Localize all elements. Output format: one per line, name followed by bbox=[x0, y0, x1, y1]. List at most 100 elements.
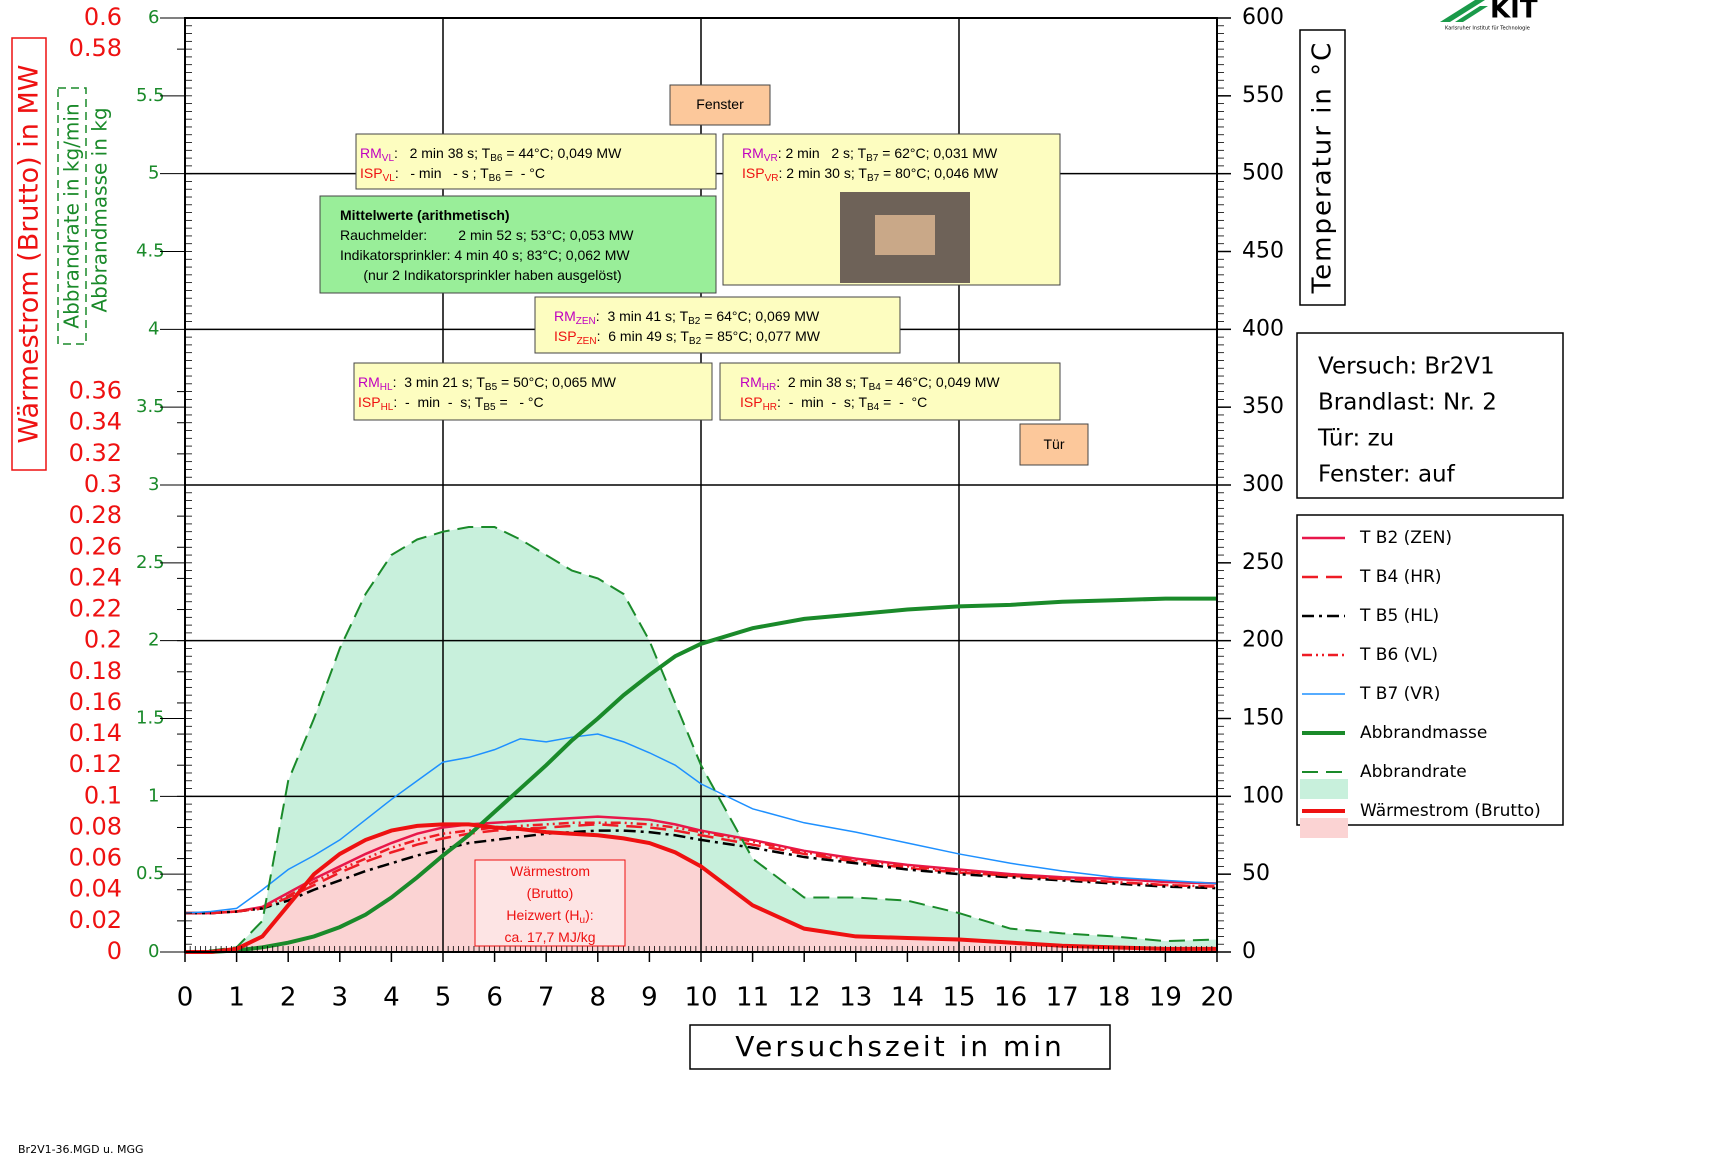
annotation-part: Rauchmelder: 2 min 52 s; 53°C; 0,053 MW bbox=[340, 227, 634, 243]
annotation-text: Mittelwerte (arithmetisch) bbox=[340, 207, 510, 223]
logo-mark bbox=[1455, 6, 1488, 22]
annotation-part: VR bbox=[765, 173, 779, 184]
legend-label: Abbrandrate bbox=[1360, 762, 1467, 782]
y-tick-label: 150 bbox=[1242, 706, 1284, 731]
x-tick-label: 0 bbox=[177, 983, 194, 1013]
annotation-text: ISPZEN: 6 min 49 s; TB2 = 85°C; 0,077 MW bbox=[554, 328, 821, 347]
legend-label: T B7 (VR) bbox=[1359, 684, 1440, 704]
annotation-text: ISPVL: - min - s ; TB6 = - °C bbox=[360, 165, 545, 184]
y3-tick-label: 5.5 bbox=[136, 85, 165, 106]
y-tick-label: 50 bbox=[1242, 861, 1270, 886]
info-text: Tür: zu bbox=[1317, 426, 1394, 452]
annotation-text: RMHL: 3 min 21 s; TB5 = 50°C; 0,065 MW bbox=[358, 374, 617, 393]
y-tick-label: 300 bbox=[1242, 472, 1284, 497]
y3-tick-label: 0.5 bbox=[136, 863, 165, 884]
logo: KIT bbox=[1490, 0, 1538, 25]
x-tick-label: 5 bbox=[435, 983, 452, 1013]
logo-subtitle: Karlsruher Institut für Technologie bbox=[1445, 26, 1530, 32]
y2-tick-label: 0 bbox=[107, 937, 122, 965]
y-tick-label: 550 bbox=[1242, 83, 1284, 108]
annotation-part: B7 bbox=[867, 173, 880, 184]
x-tick-label: 13 bbox=[839, 983, 872, 1013]
footer: Br2V1-36.MGD u. MGG bbox=[18, 1143, 144, 1156]
line bbox=[185, 596, 1217, 954]
annotation-part: : 2 min 38 s; T bbox=[776, 374, 869, 390]
x-tick-label: 9 bbox=[641, 983, 658, 1013]
y3-tick-label: 4 bbox=[148, 318, 159, 339]
y-tick-label: 0 bbox=[1242, 939, 1256, 964]
y2-label: Wärmestrom (Brutto) in MW bbox=[14, 65, 45, 444]
y3-tick-label: 4.5 bbox=[136, 241, 165, 262]
annotation-layer: Fenster RMVL: 2 min 38 s; TB6 = 44°C; 0,0… bbox=[319, 84, 1089, 947]
annotation-part: Wärmestrom bbox=[510, 863, 590, 879]
annotation-part: : 2 min 2 s; T bbox=[778, 145, 867, 161]
annotation-box bbox=[319, 195, 717, 294]
annotation-text: Tür bbox=[1044, 436, 1065, 452]
y2-tick-label: 0.3 bbox=[84, 470, 122, 498]
x-tick-label: 1 bbox=[228, 983, 245, 1013]
y2-tick-label: 0.26 bbox=[69, 532, 122, 560]
x-tick-label: 10 bbox=[684, 983, 717, 1013]
y3-label: Abbrandrate in kg/min bbox=[60, 103, 84, 328]
annotation-part: (nur 2 Indikatorsprinkler haben ausgelös… bbox=[340, 267, 622, 283]
annotation-part: RM bbox=[358, 374, 380, 390]
annotation-box bbox=[355, 133, 717, 190]
logo-mark bbox=[1440, 0, 1485, 22]
y2-tick-label: 0.06 bbox=[69, 844, 122, 872]
legend-label: T B5 (HL) bbox=[1359, 606, 1439, 626]
annotation-part: HR bbox=[762, 382, 776, 393]
annotation-part: RM bbox=[554, 308, 576, 324]
x-tick-label: 4 bbox=[383, 983, 400, 1013]
annotation-part: : - min - s; T bbox=[777, 394, 867, 410]
annotation-part: (Brutto) bbox=[527, 885, 574, 901]
y2-tick-label: 0.12 bbox=[69, 750, 122, 778]
annotation-text: ISPVR: 2 min 30 s; TB7 = 80°C; 0,046 MW bbox=[742, 165, 999, 184]
x-tick-label: 19 bbox=[1149, 983, 1182, 1013]
annotation-part: : 3 min 21 s; T bbox=[393, 374, 486, 390]
x-tick-label: 20 bbox=[1200, 983, 1233, 1013]
annotation-part: VR bbox=[764, 153, 778, 164]
annotation-box bbox=[719, 362, 1061, 421]
annotation-part: B2 bbox=[688, 316, 701, 327]
annotation-part: Heizwert (H bbox=[506, 907, 579, 923]
y2-tick-label: 0.02 bbox=[69, 906, 122, 934]
y4-label: Abbrandmasse in kg bbox=[88, 107, 112, 312]
y-tick-label: 200 bbox=[1242, 628, 1284, 653]
y3-tick-label: 0 bbox=[148, 941, 159, 962]
annotation-part: RM bbox=[742, 145, 764, 161]
y2-tick-label: 0.36 bbox=[69, 377, 122, 405]
annotation-part: = - °C bbox=[879, 394, 927, 410]
x-label: Versuchszeit in min bbox=[735, 1030, 1065, 1063]
legend: T B2 (ZEN) T B4 (HR) T B5 (HL) T B6 (VL) T B… bbox=[1300, 528, 1541, 838]
info-text: Brandlast: Nr. 2 bbox=[1318, 390, 1497, 416]
legend-label: T B6 (VL) bbox=[1359, 645, 1438, 665]
x-tick-label: 18 bbox=[1097, 983, 1130, 1013]
annotation-text: ISPHR: - min - s; TB4 = - °C bbox=[740, 394, 927, 413]
annotation-text: (Brutto) bbox=[527, 885, 574, 901]
annotation-part: Fenster bbox=[696, 96, 744, 112]
x-tick-label: 2 bbox=[280, 983, 297, 1013]
axes-layer: 0 1 2 3 4 5 6 7 8 9 10 11 12 13 14 15 16 17 18 19 2005010015… bbox=[69, 3, 1284, 1013]
line bbox=[184, 526, 1218, 953]
line bbox=[185, 822, 1217, 954]
y2-label-box bbox=[11, 37, 47, 471]
x-tick-label: 15 bbox=[942, 983, 975, 1013]
annotation-part: ISP bbox=[740, 394, 763, 410]
annotation-part: : - min - s ; T bbox=[395, 165, 489, 181]
x-tick-label: 17 bbox=[1046, 983, 1079, 1013]
info-layer: Versuch: Br2V1 Brandlast: Nr. 2 Tür: zu Fen… bbox=[1317, 354, 1497, 488]
annotation-part: B6 bbox=[490, 153, 503, 164]
annotation-part: = 46°C; 0,049 MW bbox=[881, 374, 1001, 390]
line bbox=[185, 823, 1218, 915]
annotation-box bbox=[353, 362, 713, 421]
annotation-part: VL bbox=[382, 153, 395, 164]
annotation-part: ISP bbox=[554, 328, 577, 344]
annotation-part: = 80°C; 0,046 MW bbox=[879, 165, 999, 181]
y2-tick-label: 0.6 bbox=[84, 3, 122, 31]
annotation-part: : 3 min 41 s; T bbox=[596, 308, 689, 324]
annotation-text: RMVL: 2 min 38 s; TB6 = 44°C; 0,049 MW bbox=[360, 145, 622, 164]
x-tick-label: 12 bbox=[788, 983, 821, 1013]
legend-label: Abbrandmasse bbox=[1360, 723, 1487, 743]
line-layer bbox=[184, 526, 1218, 954]
y2-tick-label: 0.16 bbox=[69, 688, 122, 716]
